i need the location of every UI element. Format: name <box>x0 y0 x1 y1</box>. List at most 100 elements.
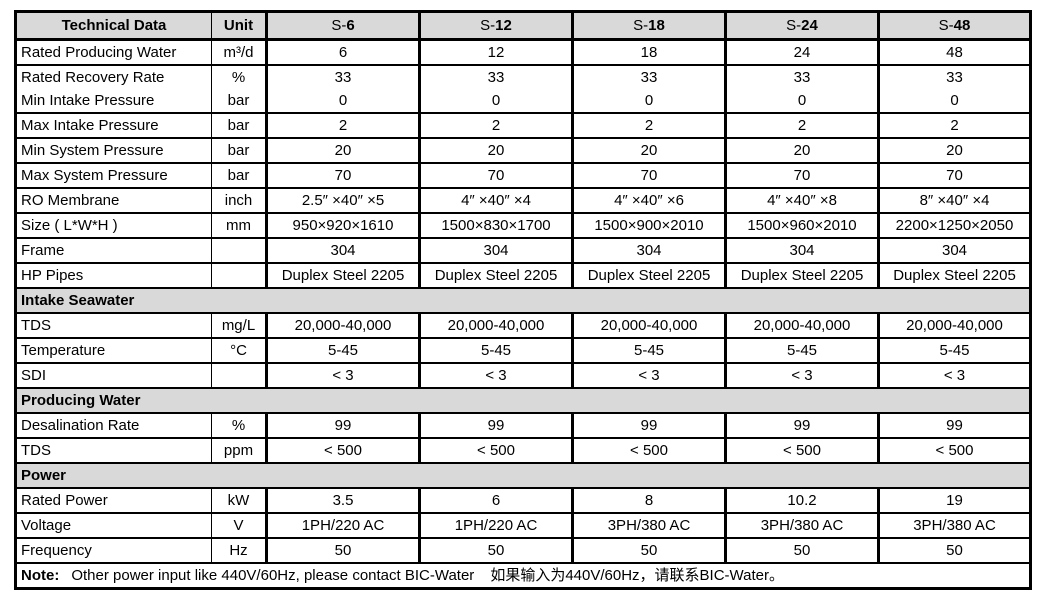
header-technical-data: Technical Data <box>15 11 212 41</box>
value-cell: 5-45 <box>725 338 880 364</box>
row-label: HP Pipes <box>15 263 212 289</box>
header-model-s18: S-18 <box>572 11 727 41</box>
section-label: Intake Seawater <box>15 288 1031 314</box>
value-cell: 2 <box>266 113 421 139</box>
value-cell: 0 <box>266 89 421 114</box>
section-row: Intake Seawater <box>15 288 1031 314</box>
header-model-s24: S-24 <box>725 11 880 41</box>
value-cell: 304 <box>266 238 421 264</box>
table-row: Min System Pressure bar 20 20 20 20 20 <box>15 138 1032 164</box>
table-row: Min Intake Pressure bar 0 0 0 0 0 <box>15 89 1032 114</box>
unit-cell: % <box>211 65 268 89</box>
row-label: Max System Pressure <box>15 163 212 189</box>
value-cell: < 3 <box>878 363 1032 389</box>
value-cell: < 3 <box>419 363 574 389</box>
value-cell: 70 <box>572 163 727 189</box>
unit-cell: °C <box>211 338 268 364</box>
unit-cell: mg/L <box>211 313 268 339</box>
table-row: Size ( L*W*H ) mm 950×920×1610 1500×830×170… <box>15 213 1032 239</box>
unit-cell: V <box>211 513 268 539</box>
unit-cell: mm <box>211 213 268 239</box>
value-cell: 70 <box>266 163 421 189</box>
value-cell: 1PH/220 AC <box>419 513 574 539</box>
unit-cell: bar <box>211 113 268 139</box>
value-cell: 19 <box>878 488 1032 514</box>
table-row: Rated Producing Water m³/d 6 12 18 24 48 <box>15 39 1032 66</box>
value-cell: < 500 <box>725 438 880 464</box>
value-cell: 1PH/220 AC <box>266 513 421 539</box>
table-row: Frequency Hz 50 50 50 50 50 <box>15 538 1032 564</box>
value-cell: 50 <box>878 538 1032 564</box>
table-row: Rated Power kW 3.5 6 8 10.2 19 <box>15 488 1032 514</box>
table-footer: Note: Other power input like 440V/60Hz, p… <box>15 563 1031 590</box>
value-cell: Duplex Steel 2205 <box>266 263 421 289</box>
value-cell: 304 <box>725 238 880 264</box>
value-cell: 20,000-40,000 <box>266 313 421 339</box>
unit-cell <box>211 363 268 389</box>
value-cell: 20 <box>266 138 421 164</box>
value-cell: 18 <box>572 39 727 66</box>
unit-cell: bar <box>211 138 268 164</box>
value-cell: < 3 <box>266 363 421 389</box>
value-cell: 2.5″ ×40″ ×5 <box>266 188 421 214</box>
value-cell: 304 <box>419 238 574 264</box>
value-cell: 20 <box>572 138 727 164</box>
table-header: Technical Data Unit S-6 S-12 S-18 S-24 S… <box>15 11 1032 41</box>
value-cell: Duplex Steel 2205 <box>878 263 1032 289</box>
row-label: Min System Pressure <box>15 138 212 164</box>
table-row: SDI < 3 < 3 < 3 < 3 < 3 <box>15 363 1032 389</box>
header-model-s6: S-6 <box>266 11 421 41</box>
value-cell: 8 <box>572 488 727 514</box>
value-cell: 33 <box>419 65 574 89</box>
value-cell: Duplex Steel 2205 <box>572 263 727 289</box>
note-text-chinese: 如果输入为440V/60Hz，请联系BIC-Water。 <box>490 567 784 584</box>
value-cell: 4″ ×40″ ×6 <box>572 188 727 214</box>
table-row: Desalination Rate% 99 99 99 99 99 <box>15 413 1032 439</box>
note-label: Note: <box>21 567 60 584</box>
value-cell: 5-45 <box>878 338 1032 364</box>
value-cell: 70 <box>878 163 1032 189</box>
unit-cell: % <box>211 413 268 439</box>
value-cell: 2 <box>725 113 880 139</box>
table-row: Max Intake Pressure bar 2 2 2 2 2 <box>15 113 1032 139</box>
header-model-s48: S-48 <box>878 11 1032 41</box>
value-cell: 5-45 <box>266 338 421 364</box>
unit-cell: Hz <box>211 538 268 564</box>
value-cell: 33 <box>266 65 421 89</box>
value-cell: 12 <box>419 39 574 66</box>
value-cell: 1500×960×2010 <box>725 213 880 239</box>
row-label: Rated Power <box>15 488 212 514</box>
model-number: 18 <box>648 17 665 34</box>
table-body: Rated Producing Water m³/d 6 12 18 24 48 Rated … <box>15 39 1032 564</box>
value-cell: 99 <box>572 413 727 439</box>
value-cell: 304 <box>572 238 727 264</box>
value-cell: 6 <box>266 39 421 66</box>
row-label: SDI <box>15 363 212 389</box>
table-row: Temperature °C 5-45 5-45 5-45 5-45 5-45 <box>15 338 1032 364</box>
model-number: 12 <box>495 17 512 34</box>
value-cell: 50 <box>419 538 574 564</box>
note-text-english: Other power input like 440V/60Hz, please… <box>71 567 475 584</box>
value-cell: 70 <box>419 163 574 189</box>
value-cell: < 3 <box>572 363 727 389</box>
row-label: Rated Recovery Rate <box>15 65 212 89</box>
unit-cell: inch <box>211 188 268 214</box>
value-cell: 950×920×1610 <box>266 213 421 239</box>
value-cell: 0 <box>572 89 727 114</box>
row-label: TDS <box>15 313 212 339</box>
value-cell: 6 <box>419 488 574 514</box>
value-cell: 8″ ×40″ ×4 <box>878 188 1032 214</box>
row-label: Temperature <box>15 338 212 364</box>
value-cell: 3PH/380 AC <box>878 513 1032 539</box>
model-prefix: S- <box>480 17 496 34</box>
row-label: Min Intake Pressure <box>15 89 212 114</box>
value-cell: Duplex Steel 2205 <box>725 263 880 289</box>
row-label: Voltage <box>15 513 212 539</box>
unit-cell: bar <box>211 89 268 114</box>
value-cell: 50 <box>572 538 727 564</box>
table-row: Voltage V 1PH/220 AC 1PH/220 AC 3PH/380 AC 3P… <box>15 513 1032 539</box>
value-cell: < 3 <box>725 363 880 389</box>
row-label: TDS <box>15 438 212 464</box>
value-cell: < 500 <box>419 438 574 464</box>
